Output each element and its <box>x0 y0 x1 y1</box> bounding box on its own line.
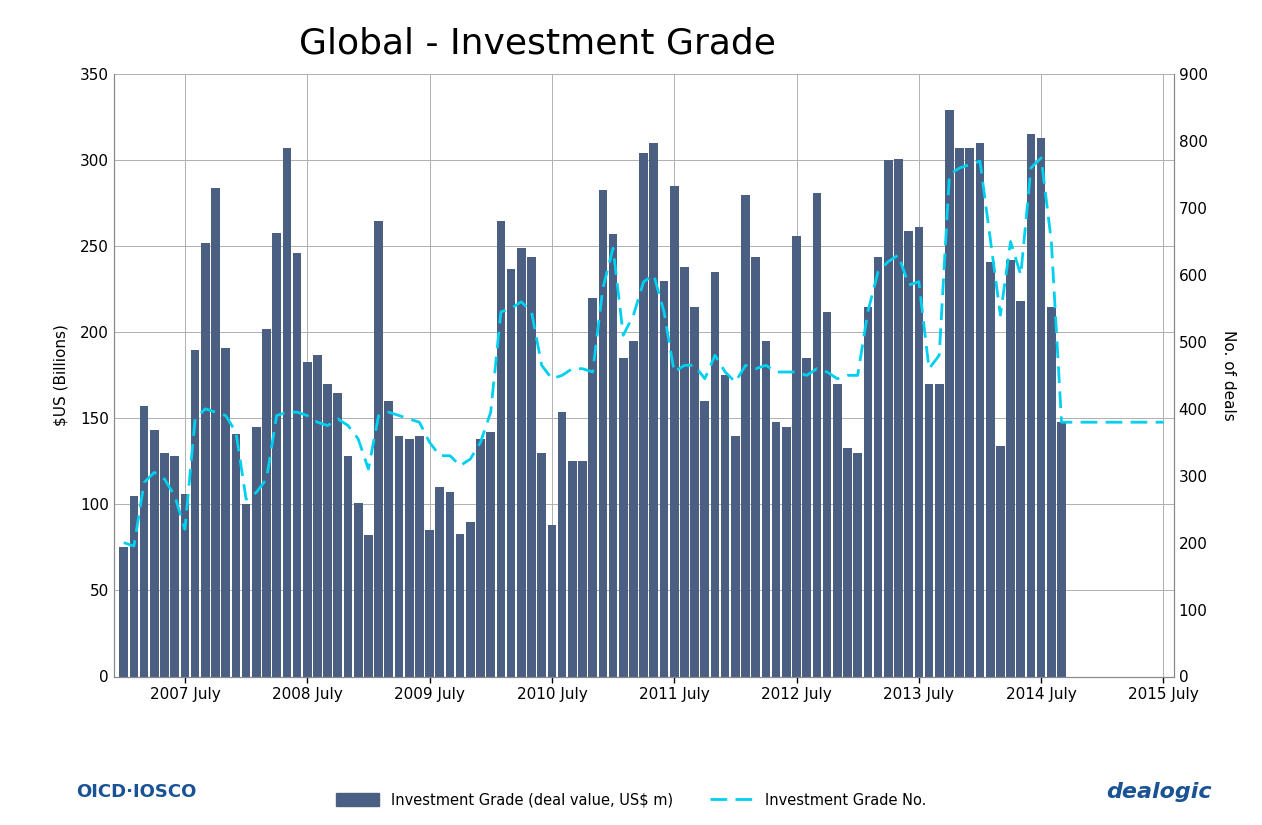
Bar <box>283 148 292 676</box>
Bar <box>333 393 342 676</box>
Bar <box>558 412 567 676</box>
Bar <box>120 548 129 676</box>
Bar <box>660 280 669 676</box>
Bar <box>853 453 862 676</box>
Bar <box>915 228 924 676</box>
Bar <box>273 233 281 676</box>
Bar <box>435 488 444 676</box>
Bar <box>965 148 974 676</box>
Bar <box>711 272 719 676</box>
Bar <box>588 298 597 676</box>
Bar <box>313 355 322 676</box>
Bar <box>548 525 557 676</box>
Bar <box>883 160 892 676</box>
Bar <box>180 494 189 676</box>
Bar <box>1016 301 1025 676</box>
Bar <box>466 521 475 676</box>
Bar <box>293 253 302 676</box>
Bar <box>1047 307 1056 676</box>
Bar <box>323 384 332 676</box>
Bar <box>782 427 791 676</box>
Bar <box>538 453 546 676</box>
Bar <box>833 384 842 676</box>
Bar <box>996 446 1005 676</box>
Bar <box>935 384 944 676</box>
Bar <box>1058 422 1066 676</box>
Bar <box>507 269 515 676</box>
Bar <box>721 375 729 676</box>
Bar <box>986 262 994 676</box>
Bar <box>486 432 495 676</box>
Bar <box>751 257 760 676</box>
Bar <box>385 401 394 676</box>
Bar <box>761 341 770 676</box>
Bar <box>772 422 780 676</box>
Bar <box>150 431 159 676</box>
Bar <box>353 502 362 676</box>
Bar <box>201 243 209 676</box>
Bar <box>528 257 536 676</box>
Bar <box>395 436 404 676</box>
Text: dealogic: dealogic <box>1106 782 1212 802</box>
Bar <box>242 504 250 676</box>
Bar <box>1037 138 1045 676</box>
Bar <box>863 307 872 676</box>
Bar <box>803 358 811 676</box>
Legend: Investment Grade (deal value, US$ m), Investment Grade No.: Investment Grade (deal value, US$ m), In… <box>329 787 933 813</box>
Bar <box>456 534 464 676</box>
Bar <box>843 448 852 676</box>
Bar <box>905 231 912 676</box>
Bar <box>578 461 587 676</box>
Bar <box>476 439 485 676</box>
Bar <box>628 341 637 676</box>
Bar <box>517 248 526 676</box>
Bar <box>955 148 964 676</box>
Y-axis label: $US (Billions): $US (Billions) <box>53 324 68 427</box>
Bar <box>793 236 801 676</box>
Bar <box>1006 260 1015 676</box>
Bar <box>252 427 261 676</box>
Bar <box>303 361 312 676</box>
Text: OICD·IOSCO: OICD·IOSCO <box>76 783 196 801</box>
Bar <box>425 530 434 676</box>
Bar <box>211 188 220 676</box>
Bar <box>160 453 169 676</box>
Y-axis label: No. of deals: No. of deals <box>1222 330 1237 421</box>
Bar <box>925 384 934 676</box>
Bar <box>618 358 627 676</box>
Bar <box>445 493 454 676</box>
Bar <box>670 186 679 676</box>
Bar <box>945 111 954 676</box>
Bar <box>640 153 647 676</box>
Bar <box>375 220 382 676</box>
Bar <box>191 350 199 676</box>
Bar <box>873 257 882 676</box>
Bar <box>690 307 699 676</box>
Bar <box>343 456 352 676</box>
Bar <box>496 220 505 676</box>
Bar <box>976 143 984 676</box>
Bar <box>650 143 659 676</box>
Bar <box>680 267 689 676</box>
Bar <box>568 461 577 676</box>
Bar <box>741 195 750 676</box>
Bar <box>363 535 372 676</box>
Bar <box>823 312 832 676</box>
Bar <box>598 190 607 676</box>
Bar <box>1026 134 1035 676</box>
Bar <box>893 158 902 676</box>
Bar <box>608 234 617 676</box>
Bar <box>170 456 179 676</box>
Bar <box>221 348 230 676</box>
Bar <box>415 436 424 676</box>
Bar <box>262 329 271 676</box>
Bar <box>231 434 240 676</box>
Bar <box>130 496 139 676</box>
Bar <box>140 407 149 676</box>
Bar <box>731 436 740 676</box>
Title: Global - Investment Grade: Global - Investment Grade <box>299 26 776 60</box>
Bar <box>813 193 822 676</box>
Bar <box>700 401 709 676</box>
Bar <box>405 439 414 676</box>
